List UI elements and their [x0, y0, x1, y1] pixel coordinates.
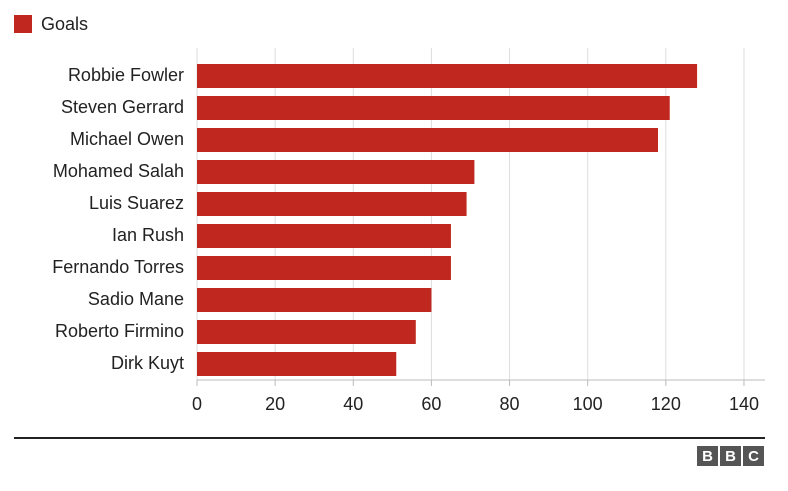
x-tick-label: 100	[573, 394, 603, 414]
y-tick-label: Steven Gerrard	[61, 97, 184, 117]
logo-letter: B	[725, 448, 736, 465]
legend-label: Goals	[41, 14, 88, 34]
bar	[197, 64, 698, 88]
bar	[197, 288, 432, 312]
x-tick-label: 40	[343, 394, 363, 414]
x-tick-label: 120	[651, 394, 681, 414]
bar	[197, 256, 451, 280]
y-tick-label: Robbie Fowler	[68, 65, 184, 85]
y-tick-label: Roberto Firmino	[55, 321, 184, 341]
logo-box	[697, 446, 718, 466]
bar	[197, 160, 475, 184]
x-tick-label: 0	[192, 394, 202, 414]
y-tick-label: Fernando Torres	[52, 257, 184, 277]
x-tick-label: 140	[729, 394, 759, 414]
x-tick-label: 80	[500, 394, 520, 414]
x-tick-label: 20	[265, 394, 285, 414]
logo-box	[720, 446, 741, 466]
bar	[197, 192, 467, 216]
logo-letter: B	[702, 448, 713, 465]
y-tick-label: Dirk Kuyt	[111, 353, 184, 373]
y-tick-label: Ian Rush	[112, 225, 184, 245]
x-tick-label: 60	[421, 394, 441, 414]
y-tick-label: Luis Suarez	[89, 193, 184, 213]
legend-swatch	[14, 15, 32, 33]
bar	[197, 352, 397, 376]
bar	[197, 224, 451, 248]
bar	[197, 96, 670, 120]
bar	[197, 320, 416, 344]
y-tick-label: Mohamed Salah	[53, 161, 184, 181]
logo-box	[743, 446, 764, 466]
y-tick-label: Michael Owen	[70, 129, 184, 149]
y-tick-label: Sadio Mane	[88, 289, 184, 309]
bar	[197, 128, 659, 152]
logo-letter: C	[748, 448, 759, 465]
